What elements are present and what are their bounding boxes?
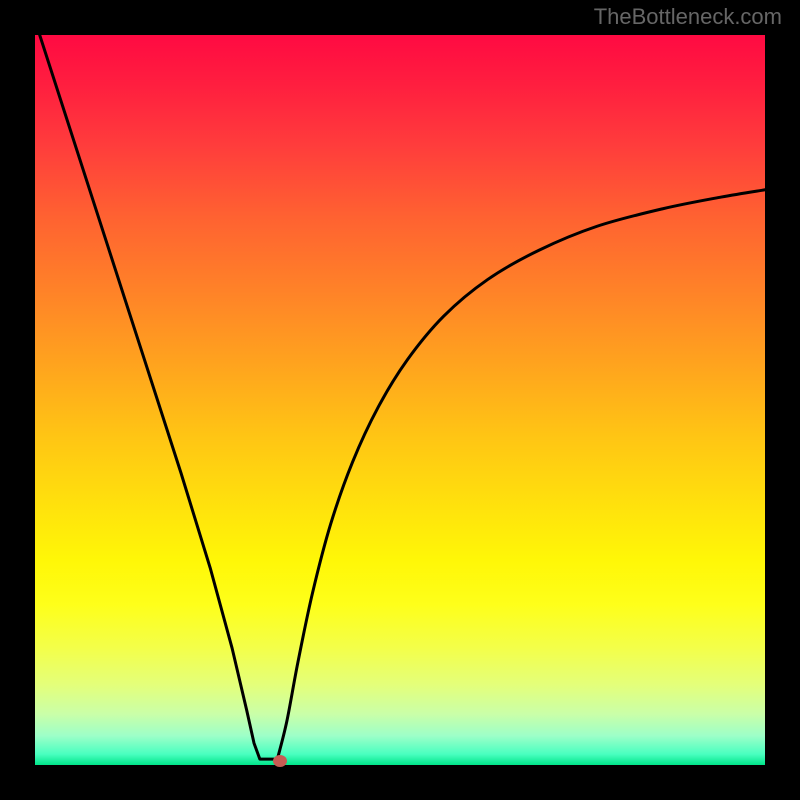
curve-path [35,20,765,759]
bottleneck-curve [35,35,765,765]
watermark-text: TheBottleneck.com [594,4,782,30]
chart-frame: TheBottleneck.com [0,0,800,800]
plot-area [35,35,765,765]
minimum-marker [273,755,287,767]
